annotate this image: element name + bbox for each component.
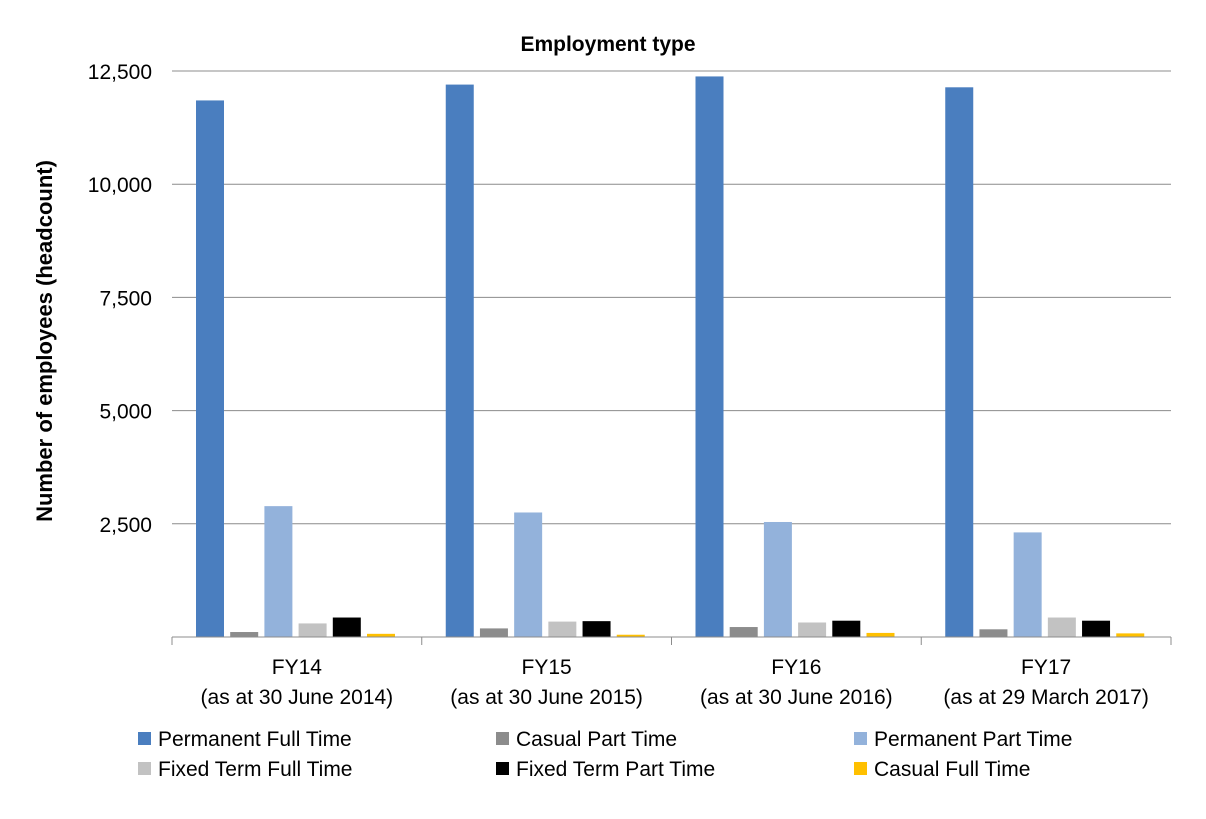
bars	[196, 76, 1145, 638]
legend-swatch	[138, 732, 151, 745]
bar	[1013, 532, 1042, 637]
bar	[367, 633, 395, 637]
legend-label: Permanent Full Time	[158, 728, 352, 751]
y-tick-label: 10,000	[88, 174, 152, 197]
bar	[445, 84, 474, 638]
bar	[1082, 620, 1111, 637]
y-tick-label: 2,500	[99, 514, 152, 537]
y-tick-label: 7,500	[99, 287, 152, 310]
bar	[548, 621, 577, 637]
bar	[514, 512, 543, 637]
x-tick-label: FY17	[1021, 656, 1071, 679]
x-tick-label: FY16	[771, 656, 821, 679]
y-axis-label: Number of employees (headcount)	[32, 160, 57, 522]
legend-label: Casual Part Time	[516, 728, 677, 751]
legend-swatch	[496, 762, 509, 775]
bar	[729, 627, 758, 637]
x-tick-sublabel: (as at 29 March 2017)	[943, 686, 1148, 709]
bar	[1116, 633, 1145, 637]
bar	[763, 521, 792, 637]
bar	[230, 632, 259, 637]
bar	[1047, 617, 1076, 637]
legend-swatch	[854, 732, 867, 745]
x-axis-ticks: FY14 (as at 30 June 2014) FY15 (as at 30 Ju…	[171, 637, 1172, 709]
y-tick-label: 12,500	[88, 61, 152, 84]
bar	[695, 76, 724, 638]
bar	[582, 621, 611, 637]
x-tick-sublabel: (as at 30 June 2014)	[201, 686, 394, 709]
x-tick-label: FY15	[522, 656, 572, 679]
x-tick-sublabel: (as at 30 June 2015)	[450, 686, 643, 709]
gridlines	[172, 70, 1171, 525]
bar	[866, 632, 895, 637]
legend-label: Fixed Term Full Time	[158, 758, 353, 781]
chart-title: Employment type	[520, 33, 695, 56]
y-tick-label: 5,000	[99, 401, 152, 424]
bar	[298, 623, 327, 637]
bar	[196, 100, 224, 637]
bar	[332, 617, 361, 637]
bar	[832, 620, 861, 637]
legend-label: Permanent Part Time	[874, 728, 1072, 751]
legend-swatch	[854, 762, 867, 775]
legend-swatch	[496, 732, 509, 745]
x-tick-label: FY14	[272, 656, 323, 679]
bar	[616, 634, 645, 637]
bar	[479, 628, 508, 637]
bar	[945, 87, 974, 638]
bar	[264, 506, 293, 637]
legend-label: Casual Full Time	[874, 758, 1030, 781]
legend: Permanent Full Time Casual Part Time Perma…	[138, 728, 1072, 781]
bar	[798, 622, 827, 637]
legend-label: Fixed Term Part Time	[516, 758, 715, 781]
y-axis-ticks: 2,500 5,000 7,500 10,000 12,500	[88, 61, 152, 537]
legend-swatch	[138, 762, 151, 775]
bar	[979, 629, 1008, 637]
x-tick-sublabel: (as at 30 June 2016)	[700, 686, 893, 709]
